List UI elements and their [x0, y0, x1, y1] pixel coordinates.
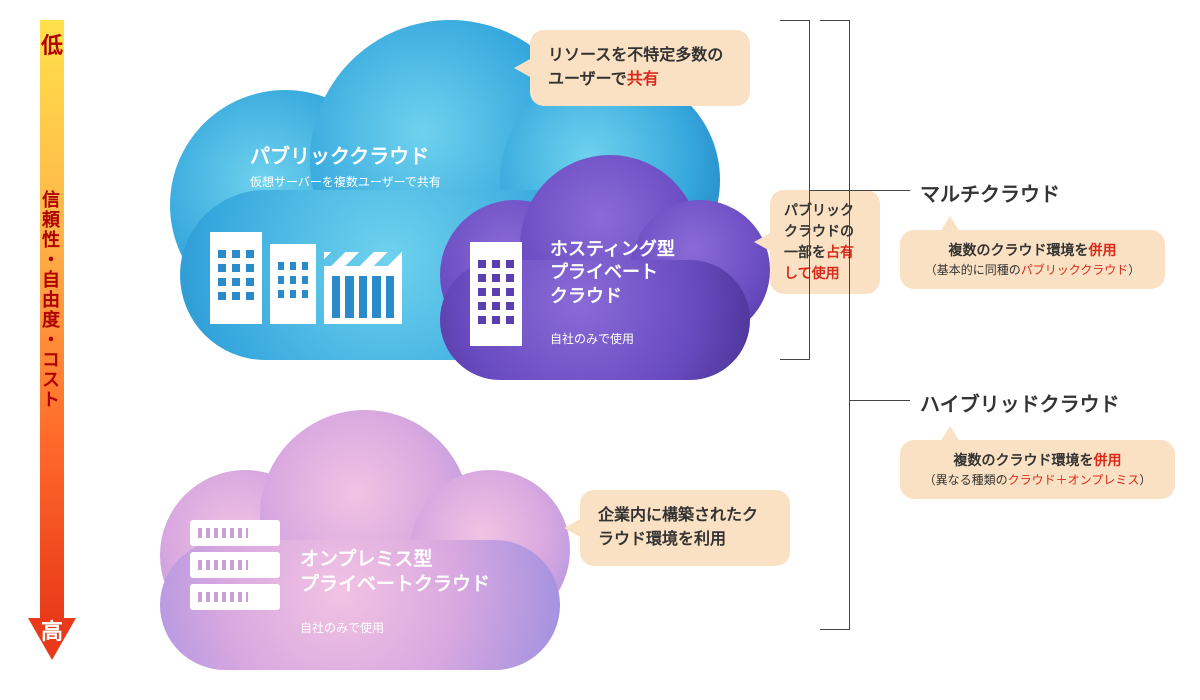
bubble-tail-icon: [940, 426, 960, 442]
bubble-tail-icon: [754, 232, 772, 252]
hosting-private-cloud: ホスティング型 プライベート クラウド 自社のみで使用: [420, 150, 770, 390]
public-cloud-subtitle: 仮想サーバーを複数ユーザーで共有: [250, 173, 441, 190]
onprem-private-cloud: オンプレミス型 プライベートクラウド 自社のみで使用: [130, 400, 590, 680]
bracket-multi: [780, 20, 810, 360]
bubble-tail-icon: [514, 58, 532, 78]
hosting-cloud-title: ホスティング型 プライベート クラウド: [550, 238, 675, 308]
bubble-multi: 複数のクラウド環境を併用 （基本的に同種のパブリッククラウド）: [900, 230, 1165, 289]
bubble-public-highlight: 共有: [627, 71, 659, 88]
public-cloud-title: パブリッククラウド: [250, 140, 441, 169]
bubble-tail-icon: [940, 216, 960, 232]
bubble-onprem: 企業内に構築されたクラウド環境を利用: [580, 490, 790, 566]
onprem-cloud-title: オンプレミス型 プライベートクラウド: [300, 548, 490, 597]
bubble-multi-text: 複数のクラウド環境を: [949, 242, 1089, 258]
bubble-hybrid-highlight: 併用: [1094, 452, 1122, 468]
bubble-tail-icon: [564, 518, 582, 538]
axis-vertical-label: 信頼性・自由度・コスト: [41, 190, 63, 410]
hosting-cloud-subtitle: 自社のみで使用: [550, 330, 675, 347]
axis-bottom-label: 高: [28, 614, 76, 646]
category-hybrid-title: ハイブリッドクラウド: [920, 388, 1120, 417]
bubble-multi-highlight: 併用: [1089, 242, 1117, 258]
server-icon: [190, 520, 280, 610]
bubble-onprem-text: 企業内に構築されたクラウド環境を利用: [598, 507, 758, 548]
bubble-public: リソースを不特定多数のユーザーで共有: [530, 30, 750, 106]
category-multi-title: マルチクラウド: [920, 178, 1060, 207]
bubble-hybrid: 複数のクラウド環境を併用 （異なる種類のクラウド＋オンプレミス）: [900, 440, 1175, 499]
axis-arrow: 低 高 信頼性・自由度・コスト: [28, 20, 76, 660]
onprem-cloud-subtitle: 自社のみで使用: [300, 619, 490, 636]
buildings-icon: [210, 240, 402, 324]
bubble-hybrid-text: 複数のクラウド環境を: [954, 452, 1094, 468]
building-icon: [470, 250, 522, 346]
bracket-connector: [850, 400, 910, 401]
axis-top-label: 低: [28, 28, 76, 60]
bracket-hybrid: [820, 20, 850, 630]
